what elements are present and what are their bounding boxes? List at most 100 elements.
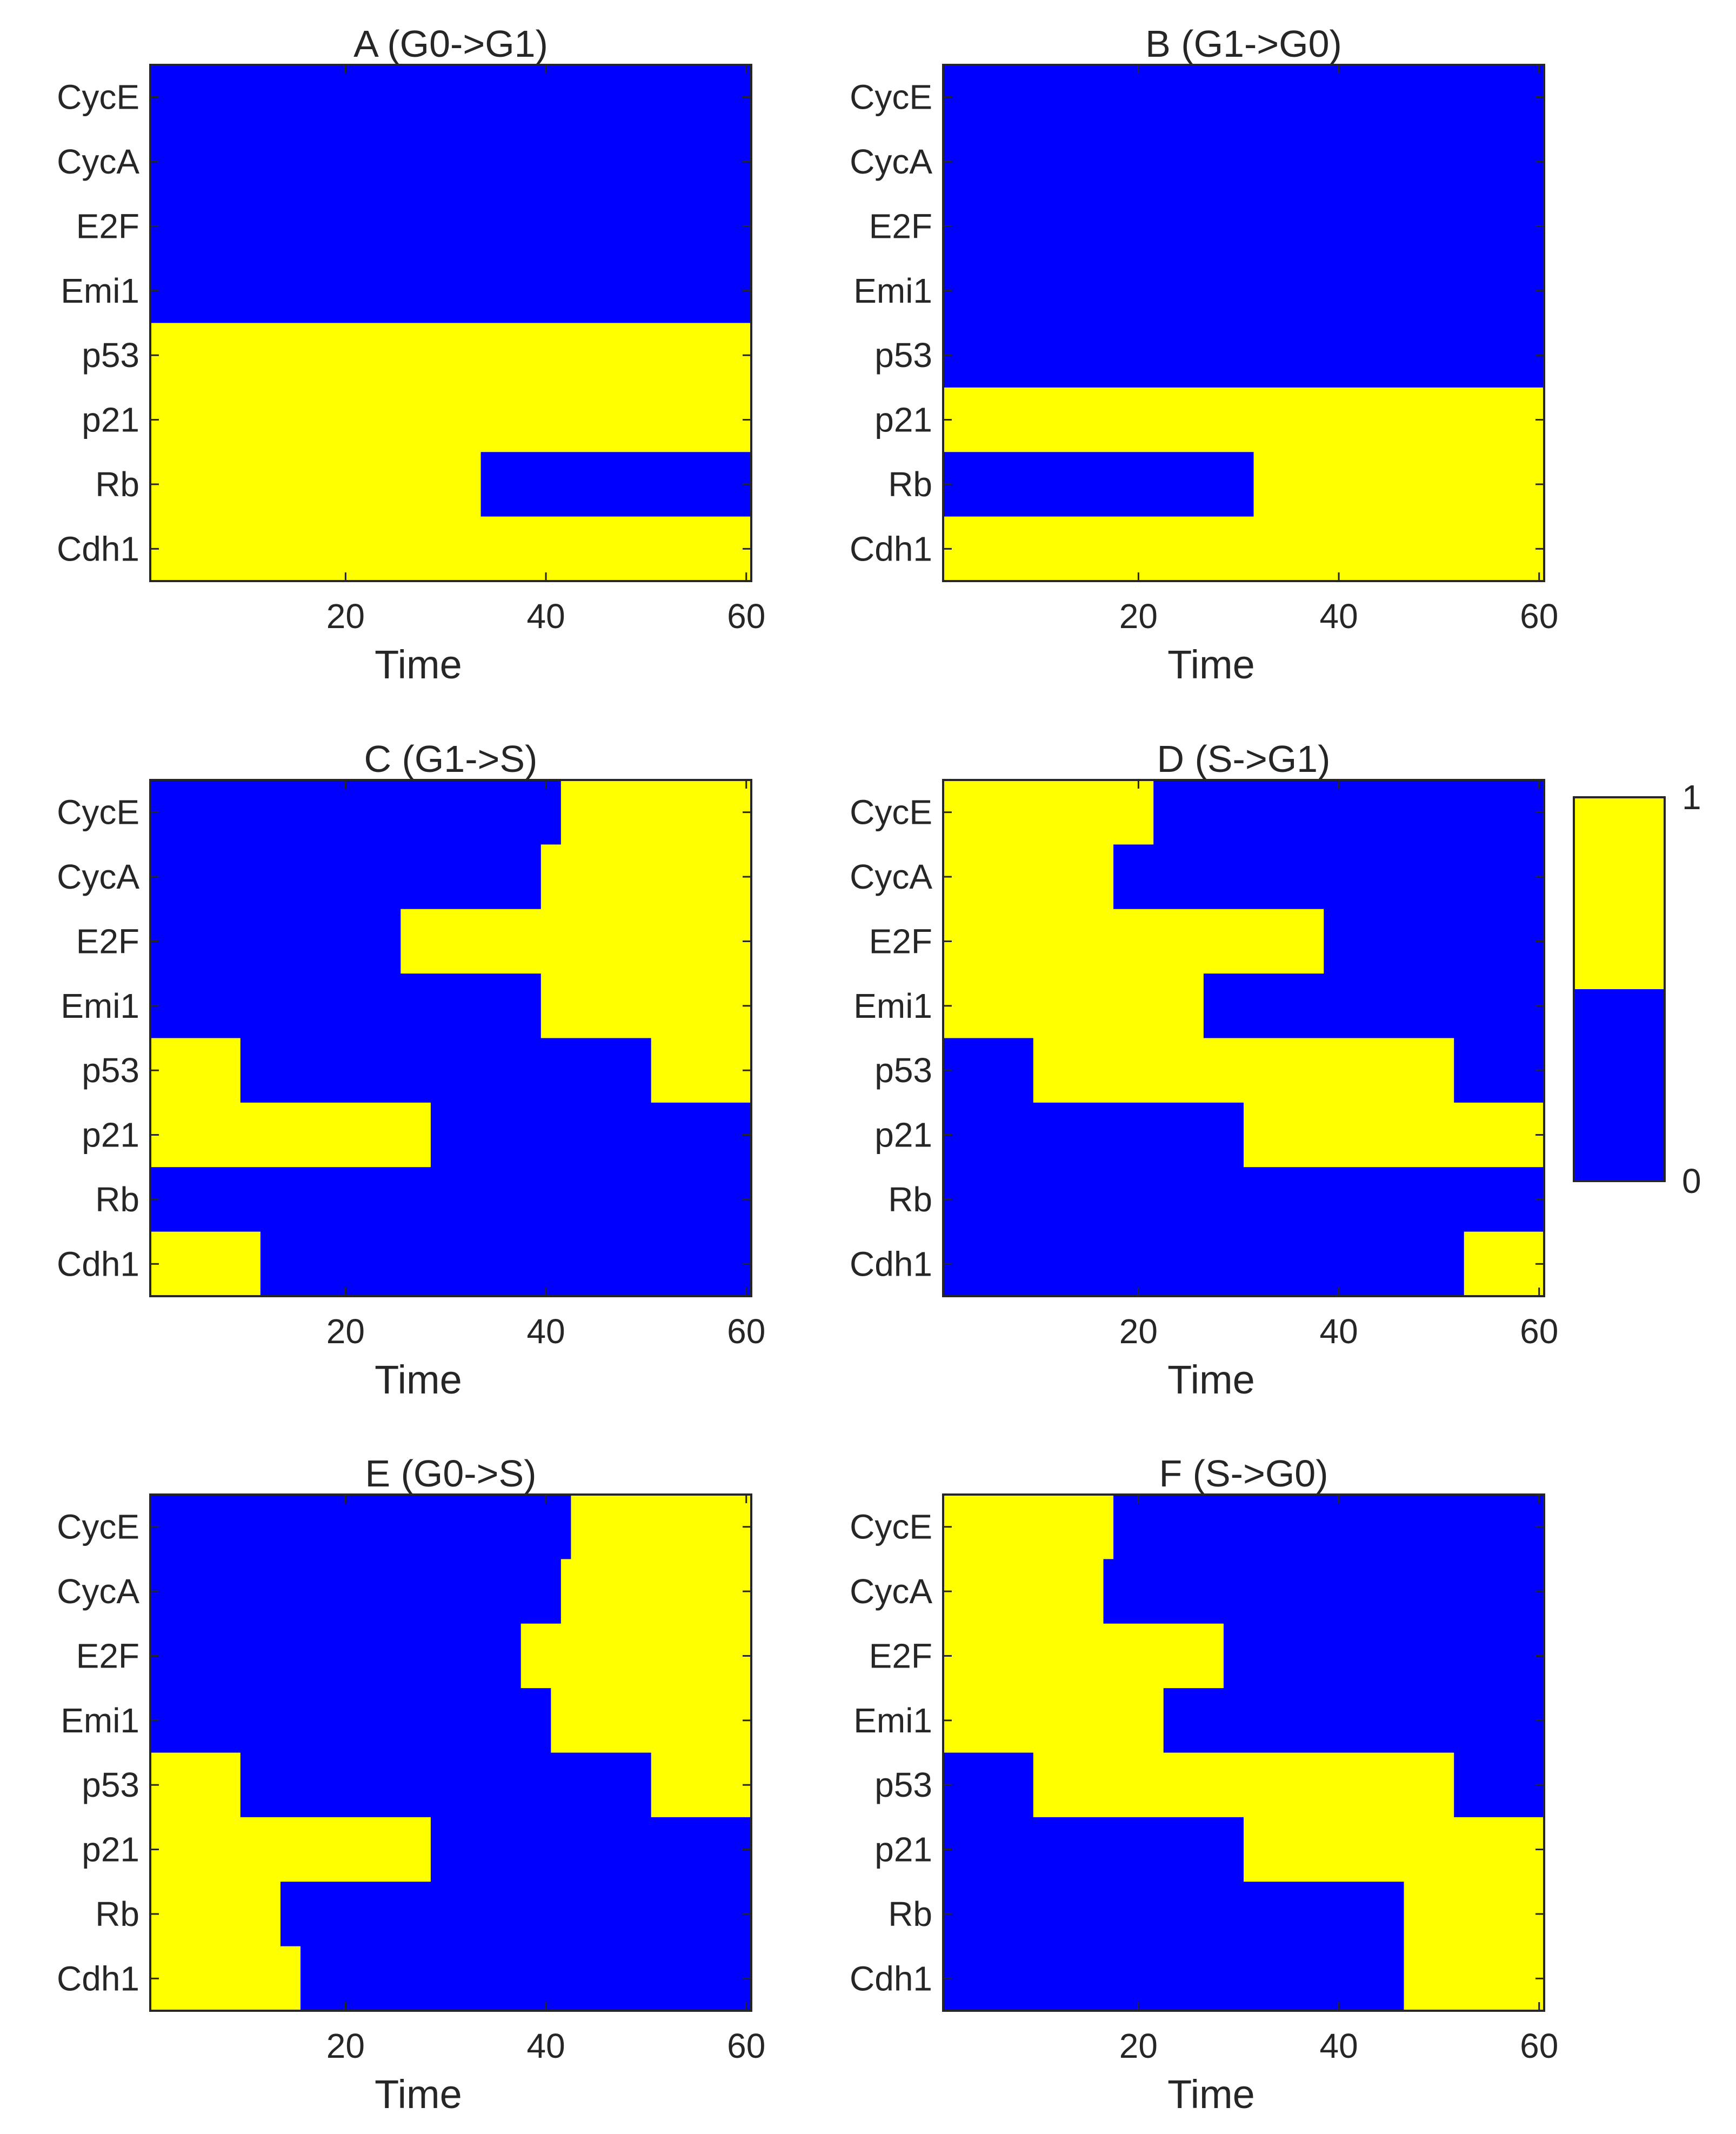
- heatmap-cell: [150, 780, 562, 845]
- heatmap-cell: [943, 194, 1545, 259]
- heatmap-cell: [943, 780, 1154, 845]
- y-tick-label: p21: [874, 401, 932, 439]
- y-tick-label: CycE: [57, 78, 139, 117]
- heatmap-cell: [943, 65, 1545, 130]
- y-tick-label: p21: [82, 1116, 139, 1155]
- x-tick-label: 60: [1520, 1312, 1558, 1351]
- heatmap-cell: [540, 973, 752, 1039]
- y-tick-label: Emi1: [61, 1701, 139, 1740]
- y-tick-label: CycE: [850, 78, 932, 117]
- panels: CycE CycA E2F Emi1 p53 p21 Rb Cdh1 20 40 60 Time A (…: [57, 23, 1558, 2117]
- y-tick-label: E2F: [869, 1636, 932, 1675]
- x-tick-label: 20: [1119, 2026, 1158, 2065]
- heatmap-cell: [400, 909, 752, 974]
- x-tick-label: 20: [326, 1312, 365, 1351]
- colorbar-segment-1: [1574, 797, 1665, 990]
- heatmap-cell: [430, 1817, 752, 1882]
- x-tick-label: 40: [526, 1312, 565, 1351]
- y-tick-label: Emi1: [853, 1701, 932, 1740]
- heatmap-cell: [1404, 1946, 1545, 2011]
- y-tick-label: p21: [874, 1830, 932, 1869]
- heatmap-cell: [150, 973, 542, 1039]
- y-tick-label: Cdh1: [57, 1959, 139, 1998]
- x-axis-label: Time: [1167, 2072, 1255, 2117]
- heatmap-cell: [1454, 1038, 1545, 1103]
- heatmap-cell: [150, 387, 752, 452]
- heatmap-cell: [943, 973, 1204, 1039]
- panel-f: CycE CycA E2F Emi1 p53 p21 Rb Cdh1 20 40 60 Time F (…: [850, 1452, 1558, 2117]
- heatmap-cell: [943, 1167, 1545, 1232]
- colorbar: 10: [1573, 778, 1701, 1201]
- heatmap-cell: [150, 1102, 431, 1168]
- y-tick-label: Rb: [95, 1895, 139, 1933]
- x-tick-label: 20: [1119, 1312, 1158, 1351]
- heatmap-cell: [1203, 973, 1545, 1039]
- heatmap-cell: [1244, 1102, 1545, 1168]
- heatmap-cell: [560, 1559, 752, 1624]
- y-tick-label: p21: [82, 401, 139, 439]
- heatmap-cell: [1244, 1817, 1545, 1882]
- y-tick-label: CycA: [57, 142, 139, 181]
- heatmap-cell: [1464, 1231, 1545, 1297]
- y-tick-label: p21: [874, 1116, 932, 1155]
- x-tick-label: 20: [326, 2026, 365, 2065]
- heatmap-cell: [651, 1752, 752, 1818]
- heatmap-cell: [943, 1495, 1114, 1559]
- heatmap-cell: [150, 1882, 281, 1947]
- heatmap-cell: [1033, 1038, 1454, 1103]
- x-tick-label: 20: [1119, 597, 1158, 636]
- colorbar-tick-label-top: 1: [1682, 778, 1701, 817]
- y-tick-label: Emi1: [61, 271, 139, 310]
- x-tick-label: 40: [526, 597, 565, 636]
- panel-e: CycE CycA E2F Emi1 p53 p21 Rb Cdh1 20 40 60 Time E (…: [57, 1452, 765, 2117]
- x-tick-label: 60: [727, 2026, 765, 2065]
- panel-title: C (G1->S): [364, 738, 538, 780]
- heatmap-cell: [150, 1688, 551, 1753]
- y-tick-label: E2F: [76, 1636, 139, 1675]
- panel-title: B (G1->G0): [1145, 23, 1342, 65]
- y-tick-label: Rb: [95, 465, 139, 504]
- y-tick-label: CycA: [57, 857, 139, 896]
- heatmap-cell: [943, 1752, 1034, 1818]
- x-tick-label: 40: [1319, 1312, 1358, 1351]
- heatmap-cell: [150, 194, 752, 259]
- y-tick-label: Cdh1: [57, 1244, 139, 1283]
- y-tick-label: Cdh1: [850, 1244, 932, 1283]
- heatmap-cell: [1113, 844, 1545, 910]
- y-tick-label: p53: [874, 1765, 932, 1804]
- heatmap-cell: [943, 129, 1545, 195]
- heatmap-cell: [520, 1623, 752, 1689]
- heatmap-cell: [240, 1038, 652, 1103]
- heatmap-cell: [551, 1688, 752, 1753]
- y-tick-label: CycE: [57, 1508, 139, 1546]
- colorbar-segment-0: [1574, 989, 1665, 1181]
- x-axis-label: Time: [375, 1357, 462, 1402]
- heatmap-cell: [943, 452, 1254, 517]
- panel-title: E (G0->S): [365, 1452, 536, 1495]
- heatmap-cell: [560, 780, 752, 845]
- heatmap-cell: [943, 1882, 1405, 1947]
- x-axis-label: Time: [375, 642, 462, 687]
- heatmap-cell: [150, 1946, 301, 2011]
- heatmap-cell: [1153, 780, 1545, 845]
- x-axis-label: Time: [1167, 642, 1255, 687]
- heatmap-cell: [150, 1167, 752, 1232]
- plot-frame: [149, 779, 752, 1297]
- heatmap-cell: [943, 909, 1324, 974]
- y-tick-label: Cdh1: [57, 529, 139, 568]
- heatmap-cell: [943, 1817, 1244, 1882]
- heatmap-cell: [150, 1817, 431, 1882]
- heatmap-cell: [943, 387, 1545, 452]
- heatmap-cell: [150, 1752, 241, 1818]
- y-tick-label: CycA: [850, 1572, 932, 1611]
- heatmap-cell: [540, 844, 752, 910]
- heatmap-cell: [150, 1623, 522, 1689]
- heatmap-cell: [150, 909, 401, 974]
- y-tick-label: E2F: [869, 922, 932, 961]
- heatmap-cell: [150, 1231, 261, 1297]
- y-tick-label: Rb: [95, 1180, 139, 1219]
- heatmap-cell: [430, 1102, 752, 1168]
- panel-title: F (S->G0): [1159, 1452, 1328, 1495]
- x-tick-label: 60: [727, 1312, 765, 1351]
- y-tick-label: CycE: [850, 1508, 932, 1546]
